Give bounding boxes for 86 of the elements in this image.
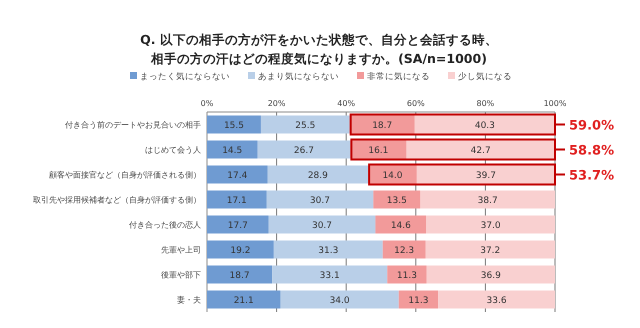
bar	[207, 216, 269, 234]
y-tick-label: はじめて会う人	[145, 146, 201, 154]
chart-title: Q. 以下の相手の方が汗をかいた状態で、自分と会話する時、相手の方の汗はどの程度気になりますか。(SA/n=1000)	[139, 31, 499, 68]
bar	[207, 290, 280, 308]
data-label: 36.9	[480, 271, 502, 281]
legend-label: あまり気にならない	[258, 71, 339, 82]
data-label: 37.0	[480, 221, 501, 231]
y-tick-label: 後輩や部下	[161, 270, 201, 280]
bar	[350, 116, 415, 134]
bar	[373, 190, 420, 208]
data-label: 12.3	[394, 246, 414, 256]
data-label: 13.5	[386, 196, 407, 206]
data-label: 14.6	[390, 221, 412, 231]
x-tick-label: 100%	[544, 99, 567, 108]
bar	[416, 166, 555, 184]
data-label: 40.3	[474, 121, 495, 131]
data-label: 30.7	[312, 221, 332, 231]
bar	[406, 140, 555, 158]
y-tick-label: 顧客や面接官など（自身が評価される側）	[49, 170, 201, 180]
y-tick-label: 付き合う前のデートやお見合いの相手	[65, 120, 201, 130]
data-label: 19.2	[230, 246, 250, 256]
data-label: 33.6	[486, 296, 507, 306]
bar	[257, 140, 350, 158]
data-label: 16.1	[368, 146, 388, 156]
text: 53.7%	[569, 168, 614, 184]
legend-label: 非常に気になる	[367, 71, 430, 82]
data-label: 14.0	[382, 171, 403, 181]
data-label: 39.7	[476, 171, 496, 181]
data-label: 17.1	[226, 196, 247, 206]
bar	[375, 216, 426, 234]
data-label: 37.2	[480, 246, 500, 256]
data-label: 30.7	[310, 196, 330, 206]
bar	[266, 190, 374, 208]
data-label: 17.7	[228, 221, 248, 231]
data-label: 11.3	[408, 296, 428, 306]
bar	[426, 240, 555, 258]
data-label: 21.1	[234, 296, 254, 306]
bar	[387, 266, 427, 284]
data-label: 34.0	[330, 296, 350, 306]
bar	[207, 140, 258, 158]
bar	[207, 266, 272, 284]
bar	[207, 116, 261, 134]
x-tick-label: 60%	[406, 99, 426, 108]
bar	[382, 240, 426, 258]
y-tick-label: 先輩や上司	[161, 246, 201, 254]
legend-label: 少し気になる	[458, 71, 512, 82]
bar	[272, 266, 388, 284]
bar	[268, 166, 368, 184]
x-tick-label: 80%	[476, 99, 495, 108]
x-tick-label: 40%	[337, 99, 356, 108]
bar	[260, 116, 350, 134]
legend-label: まったく気にならない	[140, 71, 230, 82]
bar	[420, 190, 555, 208]
text: 58.8%	[569, 144, 614, 158]
bar	[426, 216, 555, 234]
y-tick-label: 付き合った後の恋人	[129, 220, 201, 230]
bar	[398, 290, 438, 308]
bar	[274, 240, 383, 258]
data-label: 26.7	[294, 146, 314, 156]
x-tick-label: 20%	[268, 99, 286, 108]
data-label: 31.3	[318, 246, 338, 256]
bar	[368, 166, 417, 184]
bar	[438, 290, 555, 308]
data-label: 42.7	[470, 146, 491, 156]
bar	[414, 116, 555, 134]
data-label: 33.1	[320, 271, 340, 281]
data-label: 28.9	[308, 171, 328, 181]
data-label: 11.3	[396, 271, 417, 281]
bar	[268, 216, 376, 234]
data-label: 15.5	[224, 121, 244, 131]
bar	[207, 240, 274, 258]
bar	[207, 166, 268, 184]
bar	[207, 190, 267, 208]
data-label: 14.5	[222, 146, 242, 156]
text: 59.0%	[569, 118, 614, 134]
bar	[350, 140, 406, 158]
bar	[426, 266, 555, 284]
data-label: 18.7	[372, 121, 392, 131]
x-tick-label: 0%	[200, 99, 214, 108]
y-tick-label: 妻・夫	[177, 296, 201, 304]
data-label: 18.7	[230, 271, 250, 281]
data-label: 25.5	[295, 121, 316, 131]
y-tick-label: 取引先や採用候補者など（自身が評価する側）	[33, 196, 201, 204]
bar	[280, 290, 399, 308]
data-label: 38.7	[478, 196, 498, 206]
data-label: 17.4	[227, 171, 248, 181]
